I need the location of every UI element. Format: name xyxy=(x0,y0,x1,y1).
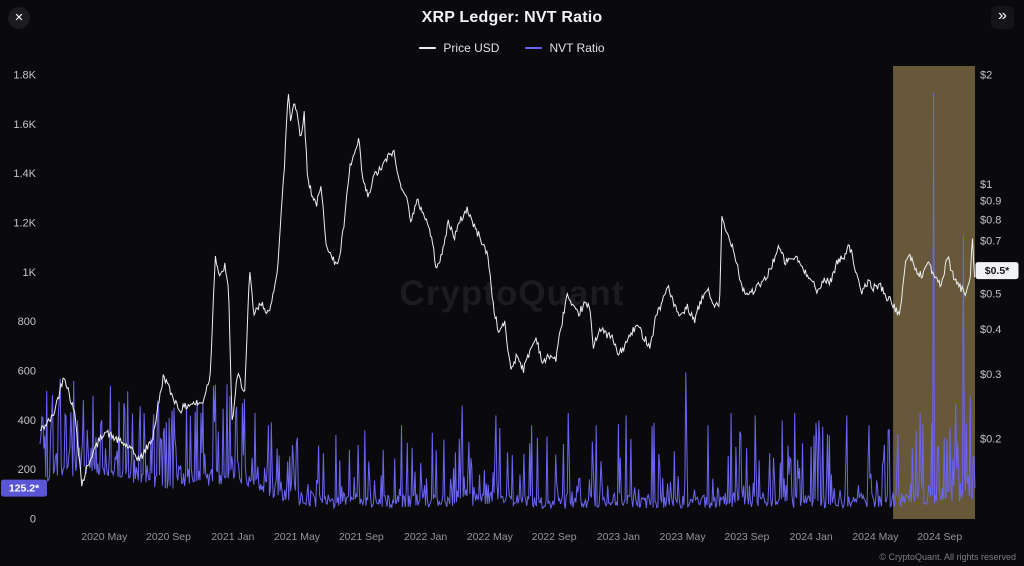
chart-legend: Price USD NVT Ratio xyxy=(0,41,1024,55)
x-axis-tick-label: 2024 Sep xyxy=(917,531,962,543)
y-right-tick-label: $0.5 xyxy=(980,289,1001,301)
x-axis-tick-label: 2024 May xyxy=(852,531,899,543)
y-right-tick-label: $1 xyxy=(980,179,992,191)
y-right-tick-label: $0.9 xyxy=(980,196,1001,208)
y-left-tick-label: 1.2K xyxy=(13,218,36,230)
price-current-badge xyxy=(975,262,1019,280)
y-left-tick-label: 1K xyxy=(23,267,37,279)
x-axis-tick-label: 2023 Sep xyxy=(724,531,769,543)
y-right-tick-label: $0.3 xyxy=(980,369,1001,381)
x-axis-tick-label: 2024 Jan xyxy=(789,531,832,543)
y-left-tick-label: 600 xyxy=(18,366,36,378)
nvt-current-value: 125.2* xyxy=(9,483,40,495)
legend-item-nvt-ratio[interactable]: NVT Ratio xyxy=(525,41,605,55)
y-left-tick-label: 200 xyxy=(18,464,36,476)
y-left-tick-label: 1.8K xyxy=(13,70,36,82)
nvt-line-swatch xyxy=(525,47,543,49)
price-current-value: $0.5* xyxy=(985,265,1010,277)
y-left-tick-label: 400 xyxy=(18,415,36,427)
price-line-swatch xyxy=(419,47,437,49)
x-axis-tick-label: 2023 May xyxy=(660,531,707,543)
y-left-tick-label: 1.6K xyxy=(13,119,36,131)
y-right-tick-label: $0.7 xyxy=(980,235,1001,247)
y-right-tick-label: $2 xyxy=(980,70,992,82)
x-axis-tick-label: 2022 May xyxy=(467,531,514,543)
x-axis-tick-label: 2021 Jan xyxy=(211,531,254,543)
page-title: XRP Ledger: NVT Ratio xyxy=(421,9,603,26)
y-left-tick-label: 800 xyxy=(18,316,36,328)
copyright-notice: © CryptoQuant. All rights reserved xyxy=(879,552,1016,562)
y-right-tick-label: $0.8 xyxy=(980,214,1001,226)
x-axis-tick-label: 2023 Jan xyxy=(597,531,640,543)
x-axis-tick-label: 2020 Sep xyxy=(146,531,191,543)
x-axis-tick-label: 2021 May xyxy=(274,531,321,543)
x-axis-tick-label: 2022 Jan xyxy=(404,531,447,543)
nvt-ratio-line xyxy=(39,92,976,510)
legend-label-price-usd: Price USD xyxy=(443,41,500,55)
y-left-tick-label: 1.4K xyxy=(13,168,36,180)
x-axis-tick-label: 2022 Sep xyxy=(532,531,577,543)
y-right-tick-label: $0.4 xyxy=(980,324,1001,336)
close-button[interactable]: ✕ xyxy=(8,7,30,29)
price-usd-line xyxy=(39,94,976,487)
x-axis-tick-label: 2021 Sep xyxy=(339,531,384,543)
legend-item-price-usd[interactable]: Price USD xyxy=(419,41,499,55)
collapse-panel-button[interactable]: » xyxy=(991,6,1014,29)
x-axis-tick-label: 2020 May xyxy=(81,531,128,543)
legend-label-nvt-ratio: NVT Ratio xyxy=(549,41,605,55)
y-right-tick-label: $0.2 xyxy=(980,433,1001,445)
y-left-tick-label: 0 xyxy=(30,514,36,526)
nvt-current-badge xyxy=(1,479,47,497)
cryptoquant-watermark: CryptoQuant xyxy=(399,274,625,313)
